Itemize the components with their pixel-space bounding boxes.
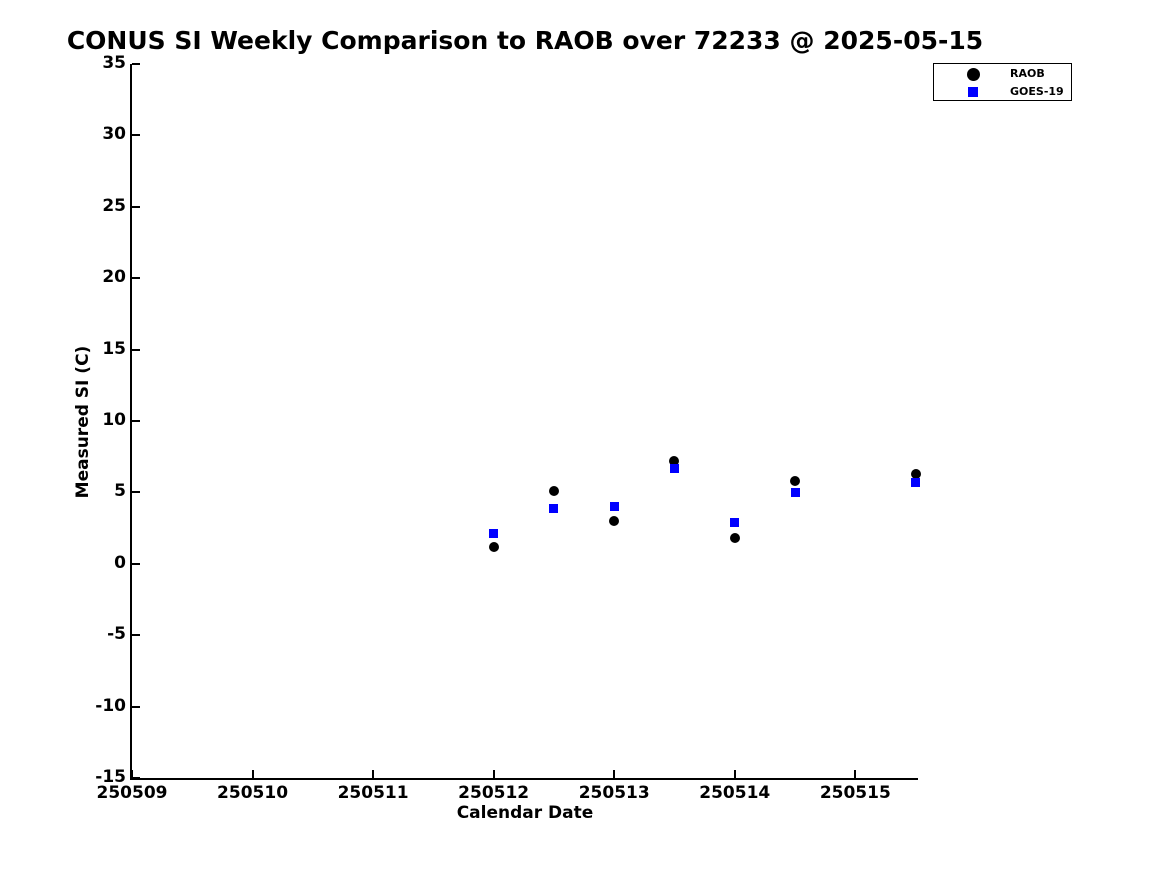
y-tick-mark — [132, 634, 140, 637]
square-marker-icon — [968, 86, 978, 97]
y-tick-mark — [132, 348, 140, 351]
data-point-raob — [910, 468, 921, 479]
y-tick-label: 30 — [102, 124, 126, 145]
x-tick-label: 250512 — [458, 783, 530, 803]
y-tick-label: 5 — [114, 481, 126, 502]
data-point-goes-19 — [609, 502, 619, 512]
data-point-goes-19 — [790, 487, 800, 497]
x-axis-label: Calendar Date — [456, 803, 594, 823]
x-tick-mark — [251, 770, 254, 778]
y-tick-mark — [132, 420, 140, 422]
data-point-raob — [729, 533, 740, 544]
y-axis-line — [130, 64, 132, 780]
y-tick-mark — [132, 277, 140, 280]
y-tick-mark — [132, 562, 140, 565]
x-tick-mark — [131, 770, 133, 778]
x-tick-label: 250515 — [819, 783, 891, 803]
y-tick-mark — [132, 705, 140, 708]
data-point-raob — [609, 515, 620, 526]
y-tick-label: 25 — [102, 195, 126, 216]
y-tick-label: -15 — [95, 767, 126, 787]
data-point-raob — [548, 485, 559, 496]
x-tick-mark — [733, 770, 736, 778]
x-tick-mark — [372, 770, 375, 778]
y-tick-label: 20 — [102, 267, 126, 288]
y-tick-label: 10 — [102, 410, 126, 430]
legend-item-raob: RAOB — [934, 64, 1071, 83]
y-tick-mark — [132, 491, 140, 494]
x-tick-label: 250510 — [217, 783, 289, 803]
data-point-goes-19 — [549, 503, 559, 513]
y-tick-mark — [132, 777, 140, 779]
y-tick-mark — [132, 205, 140, 208]
legend: RAOB GOES-19 — [933, 63, 1072, 101]
legend-label: GOES-19 — [1010, 84, 1064, 98]
data-point-goes-19 — [489, 529, 499, 539]
x-tick-mark — [854, 770, 857, 778]
data-point-goes-19 — [911, 477, 921, 487]
x-tick-label: 250511 — [337, 783, 409, 803]
x-tick-label: 250514 — [699, 783, 771, 803]
x-tick-label: 250509 — [96, 783, 168, 803]
legend-label: RAOB — [1010, 66, 1045, 80]
x-tick-label: 250513 — [578, 783, 650, 803]
legend-item-goes-19: GOES-19 — [934, 82, 1071, 101]
x-tick-mark — [613, 770, 616, 778]
y-tick-label: 15 — [102, 338, 126, 359]
y-tick-label: 35 — [102, 53, 126, 73]
chart-title: CONUS SI Weekly Comparison to RAOB over … — [66, 26, 984, 55]
y-tick-label: 0 — [114, 552, 126, 573]
x-axis-line — [130, 778, 918, 780]
data-point-raob — [669, 455, 680, 466]
y-tick-label: -10 — [95, 695, 126, 716]
x-tick-mark — [492, 770, 495, 778]
data-point-raob — [488, 541, 499, 552]
y-tick-mark — [132, 134, 140, 137]
y-tick-label: -5 — [107, 624, 126, 645]
data-point-raob — [790, 475, 801, 486]
data-point-goes-19 — [730, 517, 740, 527]
data-point-goes-19 — [669, 463, 679, 473]
y-tick-mark — [132, 63, 140, 65]
circle-marker-icon — [966, 68, 980, 81]
